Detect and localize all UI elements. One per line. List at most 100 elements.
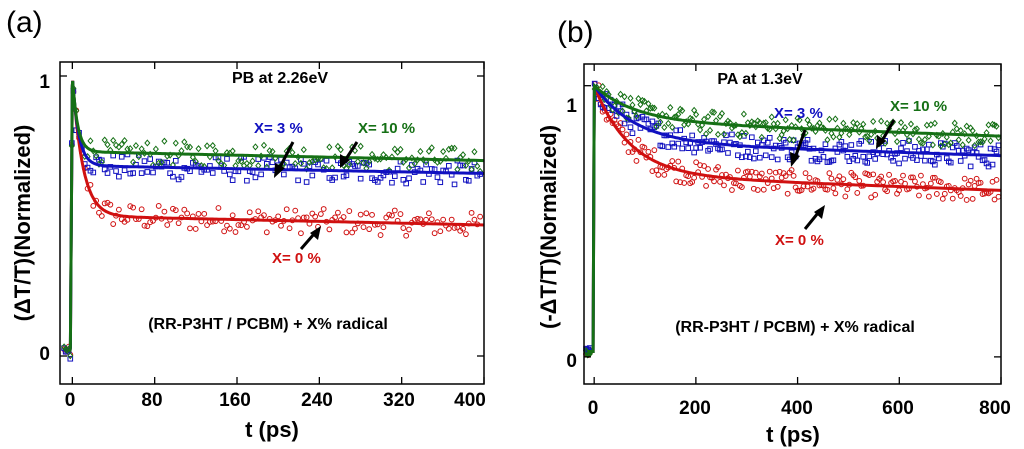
panel-b-diamond-point xyxy=(738,129,745,137)
panel-a-square-point xyxy=(90,169,97,176)
panel-b-xtick-200: 200 xyxy=(679,398,711,419)
panel-b-square-point xyxy=(751,155,757,162)
panel-a-square-point xyxy=(252,174,259,181)
panel-a-diamond-point xyxy=(243,159,250,167)
panel-b-title: PA at 1.3eV xyxy=(717,71,803,88)
panel-b-circle-point xyxy=(892,178,898,184)
panel-b-circle-point xyxy=(830,185,837,192)
panel-a-square-point xyxy=(130,170,136,176)
panel-a-circle-point xyxy=(204,222,210,229)
panel-b-diamond-point xyxy=(854,120,861,128)
panel-b-circle-point xyxy=(884,188,891,195)
panel-b-diamond-point xyxy=(697,126,704,134)
panel-b-square-point xyxy=(896,160,902,167)
panel-b-diamond-point xyxy=(884,119,891,127)
panel-b-circle-point xyxy=(908,174,914,181)
panel-b-diamond-point xyxy=(905,136,913,145)
panel-b-square-point xyxy=(957,158,964,164)
panel-b-diamond-point xyxy=(804,116,811,124)
panel-a-square-point xyxy=(229,177,236,183)
panel-b-square-point xyxy=(864,160,871,166)
panel-b-circle-point xyxy=(675,158,682,165)
panel-a-circle-point xyxy=(181,206,188,213)
panel-a-diamond-point xyxy=(255,162,262,170)
panel-b-circle-point xyxy=(623,131,630,138)
panel-a-square-point xyxy=(406,175,412,182)
panel-b-diamond-point xyxy=(790,136,797,144)
panel-a-diamond-point xyxy=(127,145,134,153)
panel-a-diamond-point xyxy=(212,147,219,155)
panel-b-square-point xyxy=(689,132,695,139)
panel-a-diamond-point xyxy=(428,144,435,152)
panel-b-diamond-point xyxy=(728,124,735,132)
panel-a-square-point xyxy=(150,169,156,176)
panel-b-square-point xyxy=(848,142,855,148)
panel-b-square-point xyxy=(725,150,731,156)
panel-b-square-point xyxy=(842,143,849,149)
panel-b-diamond-point xyxy=(868,130,875,139)
panel-a-circle-point xyxy=(201,210,208,217)
panel-a-circle-point xyxy=(90,203,97,209)
panel-a-square-point xyxy=(374,179,381,185)
panel-b-fit-green xyxy=(587,82,1002,353)
panel-a-square-point xyxy=(446,163,452,169)
panel-a-diamond-point xyxy=(158,158,165,166)
panel-a-circle-point xyxy=(360,224,367,231)
panel-a-square-point xyxy=(67,355,74,362)
panel-a-diamond-point xyxy=(181,138,188,146)
panel-a-diamond-point xyxy=(292,160,299,168)
panel-a-diamond-point xyxy=(192,157,199,165)
panel-a-circle-point xyxy=(414,215,421,222)
panel-b-data-layer xyxy=(582,80,1002,359)
panel-a-circle-point xyxy=(320,206,327,212)
panel-b-diamond-point xyxy=(878,117,885,125)
panel-a-diamond-point xyxy=(249,157,256,165)
panel-a-xtick-320: 320 xyxy=(383,390,415,411)
panel-a-square-point xyxy=(283,159,290,166)
panel-a-circle-point xyxy=(229,212,236,219)
panel-a-square-point xyxy=(116,173,122,180)
panel-a-diamond-point xyxy=(312,156,319,164)
panel-a-circle-point xyxy=(426,210,432,217)
panel-b-diamond-point xyxy=(953,125,960,133)
panel-a-diamond-point xyxy=(252,143,259,151)
panel-b-circle-point xyxy=(760,186,767,193)
panel-b-diamond-point xyxy=(846,131,853,139)
panel-b-square-point xyxy=(621,120,628,127)
panel-a-diamond-point xyxy=(172,139,179,147)
panel-a-circle-point xyxy=(246,209,253,216)
panel-b-diamond-point xyxy=(718,109,726,118)
panel-b-circle-point xyxy=(784,190,791,197)
panel-b-diamond-point xyxy=(862,133,869,141)
panel-a-diamond-point xyxy=(269,147,276,156)
panel-b-diamond-point xyxy=(965,136,972,144)
panel-a-circle-point xyxy=(417,216,424,223)
panel-b-diamond-point xyxy=(703,130,710,138)
panel-b-circle-point xyxy=(977,179,984,186)
panel-a-diamond-point xyxy=(440,147,447,156)
panel-b-square-point xyxy=(987,145,994,152)
panel-b-square-point xyxy=(691,149,697,156)
panel-b-square-point xyxy=(989,161,996,168)
panel-b-circle-point xyxy=(766,168,773,175)
panel-a-circle-point xyxy=(431,230,438,237)
panel-b-circle-point xyxy=(949,195,956,202)
panel-a-diamond-point xyxy=(132,142,140,150)
panel-b-diamond-point xyxy=(941,140,948,148)
panel-b-square-point xyxy=(890,158,896,164)
panel-a-xtick-240: 240 xyxy=(301,390,333,411)
panel-b-diamond-point xyxy=(691,106,698,114)
panel-b-diamond-point xyxy=(977,138,984,146)
panel-a-circle-point xyxy=(346,208,353,214)
panel-a-square-point xyxy=(141,158,148,164)
panel-a-diamond-point xyxy=(460,151,467,159)
panel-b-circle-point xyxy=(900,172,906,179)
panel-b-circle-point xyxy=(993,176,1000,183)
panel-b-diamond-point xyxy=(981,135,988,143)
panel-a-diamond-point xyxy=(112,141,120,149)
panel-a-diamond-point xyxy=(135,153,142,161)
panel-a-circle-point xyxy=(226,225,233,232)
panel-a-square-point xyxy=(400,176,407,183)
panel-b-diamond-point xyxy=(705,113,712,121)
panel-b-circle-point xyxy=(774,183,781,190)
